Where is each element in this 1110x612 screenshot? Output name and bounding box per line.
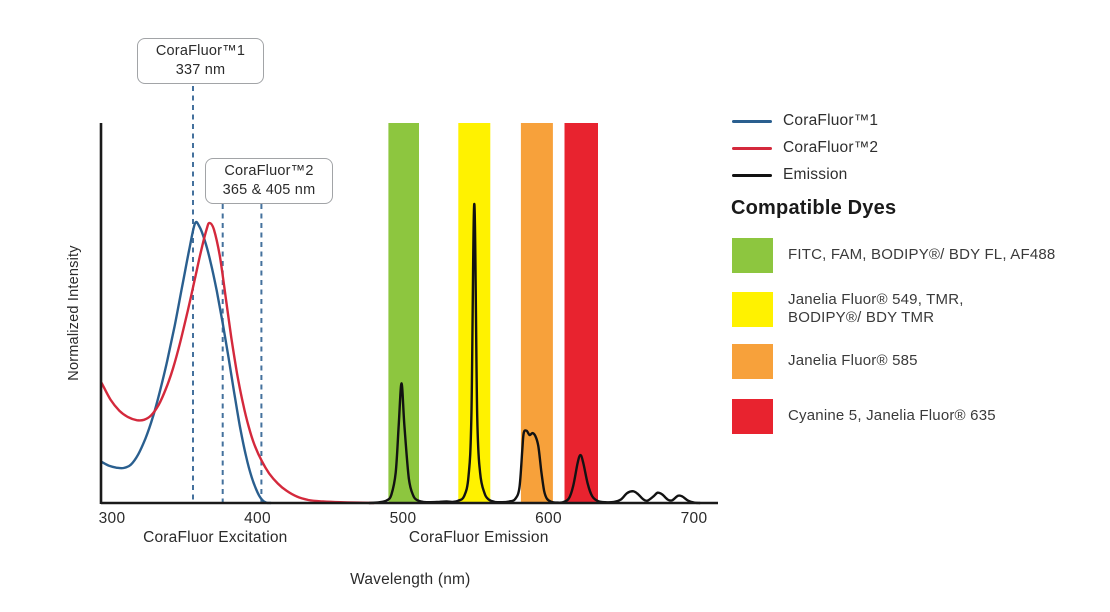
filter-band-cy5-jf635 — [564, 123, 598, 503]
callout-corafluor2-title: CoraFluor™2 — [224, 162, 314, 179]
dye-swatch-yellow — [732, 291, 773, 327]
dye-swatch-red — [732, 398, 773, 434]
callout-corafluor1-title: CoraFluor™1 — [155, 42, 246, 59]
x-tick-600: 600 — [535, 510, 562, 527]
legend-label: Emission — [783, 166, 848, 183]
dye-swatch-green — [732, 238, 773, 273]
dye-swatch-orange — [732, 343, 773, 379]
dye-label: Janelia Fluor® 585 — [788, 351, 918, 369]
x-section-label-0: CoraFluor Excitation — [143, 529, 287, 546]
x-tick-400: 400 — [244, 510, 271, 527]
x-tick-700: 700 — [681, 510, 708, 527]
dye-item-green: FITC, FAM, BODIPY®/ BDY FL, AF488 — [732, 238, 1102, 273]
x-tick-500: 500 — [390, 510, 417, 527]
dye-item-orange: Janelia Fluor® 585 — [732, 343, 1102, 379]
callout-corafluor1-wavelength: 337 nm — [175, 62, 226, 78]
dye-item-yellow: Janelia Fluor® 549, TMR, BODIPY®/ BDY TM… — [732, 291, 1102, 328]
legend-item-corafluor1: CoraFluor™1 — [732, 112, 878, 130]
dye-label: Cyanine 5, Janelia Fluor® 635 — [788, 406, 996, 424]
filter-band-jf585 — [520, 123, 553, 503]
dye-item-red: Cyanine 5, Janelia Fluor® 635 — [732, 398, 1102, 434]
callout-corafluor2: CoraFluor™2 365 & 405 nm — [205, 158, 333, 204]
filter-band-jf549-tmr-bodipytmr — [458, 123, 491, 503]
dye-label: FITC, FAM, BODIPY®/ BDY FL, AF488 — [788, 246, 1056, 264]
legend: CoraFluor™1 CoraFluor™2 Emission — [732, 112, 878, 184]
legend-label: CoraFluor™1 — [783, 112, 879, 129]
legend-line-swatch-blue — [732, 119, 772, 123]
legend-line-swatch-red — [732, 146, 772, 150]
x-axis-title: Wavelength (nm) — [350, 571, 470, 588]
compatible-dyes-list: FITC, FAM, BODIPY®/ BDY FL, AF488 Janeli… — [732, 238, 1102, 452]
legend-item-corafluor2: CoraFluor™2 — [732, 139, 878, 157]
spectra-plot: 300 400 500 600 700 CoraFluor Excitation CoraF… — [66, 86, 718, 588]
legend-item-emission: Emission — [732, 166, 878, 184]
callout-corafluor1: CoraFluor™1 337 nm — [137, 38, 264, 84]
legend-label: CoraFluor™2 — [783, 139, 879, 156]
curve-excitation-1 — [100, 220, 272, 505]
y-axis-title: Normalized Intensity — [66, 245, 82, 381]
x-section-label-1: CoraFluor Emission — [409, 529, 549, 546]
compatible-dyes-heading: Compatible Dyes — [731, 197, 897, 219]
dye-label: Janelia Fluor® 549, TMR, BODIPY®/ BDY TM… — [788, 291, 964, 327]
curve-excitation-2 — [100, 221, 376, 505]
filter-band-fitc-fam-bodipyfl-af488 — [388, 123, 419, 503]
x-tick-300: 300 — [99, 510, 126, 527]
callout-corafluor2-wavelength: 365 & 405 nm — [222, 182, 316, 198]
legend-line-swatch-black — [732, 173, 772, 177]
